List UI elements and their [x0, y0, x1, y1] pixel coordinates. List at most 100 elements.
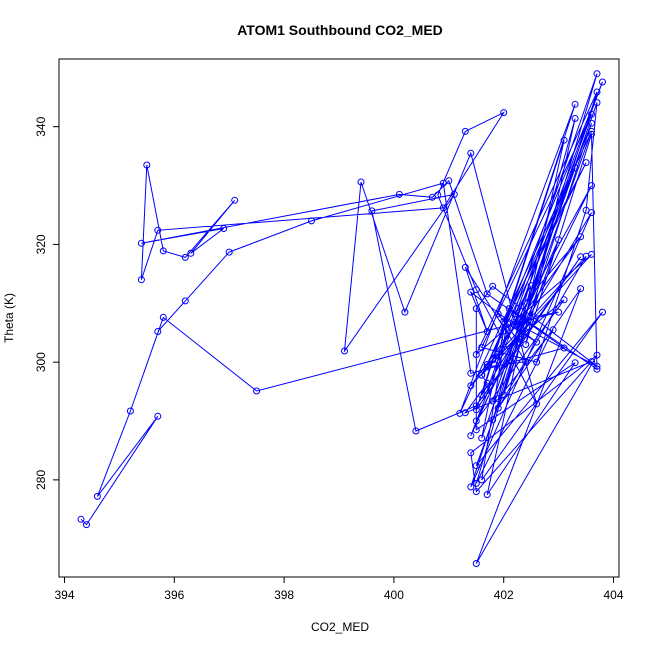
x-tick-label: 404: [603, 588, 623, 602]
data-point: [549, 326, 557, 334]
data-point: [472, 402, 480, 410]
data-point: [511, 310, 519, 318]
data-point: [439, 204, 447, 212]
data-point: [478, 434, 486, 442]
x-tick-label: 394: [54, 588, 74, 602]
data-point: [494, 356, 502, 364]
data-point: [505, 305, 513, 313]
data-point: [577, 285, 585, 293]
series-layer: [77, 70, 606, 567]
data-point: [527, 282, 535, 290]
data-point: [555, 236, 563, 244]
data-point: [533, 358, 541, 366]
data-point: [500, 327, 508, 335]
y-axis: 280 300 320 340: [34, 116, 59, 490]
data-point: [368, 207, 376, 215]
data-point: [577, 253, 585, 261]
chart-title: ATOM1 Southbound CO2_MED: [237, 22, 443, 38]
data-point: [500, 318, 508, 325]
data-point: [555, 308, 563, 316]
data-point: [483, 328, 491, 335]
data-point: [582, 159, 590, 167]
data-point: [181, 253, 189, 261]
y-tick-label: 320: [34, 234, 48, 254]
data-point: [467, 432, 475, 440]
data-point: [494, 310, 502, 318]
data-point: [159, 247, 167, 255]
data-point: [588, 250, 595, 258]
x-tick-label: 396: [164, 588, 184, 602]
data-point: [231, 196, 239, 204]
data-point: [93, 492, 101, 500]
data-point: [489, 282, 497, 290]
data-point: [357, 178, 365, 186]
data-point: [472, 286, 480, 294]
data-point: [527, 318, 535, 326]
y-tick-label: 280: [34, 470, 48, 490]
data-point: [472, 351, 480, 358]
data-point: [137, 276, 145, 284]
data-point: [253, 387, 261, 395]
data-point: [593, 362, 601, 370]
data-point: [483, 363, 491, 371]
data-point: [472, 462, 480, 470]
data-point: [571, 100, 579, 108]
data-point: [571, 164, 579, 172]
y-tick-label: 340: [34, 116, 48, 136]
data-point: [588, 130, 595, 138]
data-point: [439, 179, 447, 187]
data-point: [494, 404, 502, 412]
data-point: [126, 407, 134, 415]
data-point: [467, 449, 475, 457]
data-point: [483, 386, 491, 394]
data-point: [395, 190, 403, 198]
data-point: [560, 344, 568, 352]
data-point: [560, 136, 568, 144]
data-point: [560, 296, 568, 304]
data-point: [489, 416, 497, 424]
data-point: [533, 338, 541, 346]
data-point: [77, 515, 85, 523]
data-point: [467, 483, 475, 491]
x-axis-label: CO2_MED: [311, 620, 369, 634]
data-point: [478, 343, 486, 351]
data-point: [154, 412, 162, 420]
data-point: [494, 395, 502, 403]
data-point: [593, 351, 601, 359]
data-point: [588, 358, 595, 366]
data-point: [137, 239, 145, 247]
data-point: [187, 249, 195, 257]
data-point: [522, 358, 530, 366]
data-point: [588, 110, 595, 118]
data-point: [516, 315, 524, 323]
data-point: [478, 391, 486, 399]
data-point: [483, 379, 491, 387]
data-point: [478, 371, 486, 379]
data-point: [467, 382, 475, 390]
data-point: [467, 369, 475, 377]
data-point: [500, 391, 508, 399]
plot-frame: [58, 58, 620, 578]
data-point: [428, 193, 436, 201]
data-point: [472, 488, 480, 496]
data-point: [225, 248, 233, 256]
data-point: [143, 161, 151, 169]
data-point: [456, 409, 464, 417]
y-tick-label: 300: [34, 352, 48, 372]
x-tick-label: 398: [274, 588, 294, 602]
data-point: [450, 190, 458, 198]
data-point: [500, 109, 508, 117]
data-point: [472, 479, 480, 487]
data-point: [516, 339, 524, 347]
x-tick-label: 402: [494, 588, 514, 602]
data-point: [593, 70, 601, 78]
data-point: [461, 263, 469, 271]
data-point: [472, 305, 480, 313]
data-point: [571, 115, 579, 122]
data-point: [588, 119, 595, 127]
data-point: [181, 297, 189, 305]
x-tick-label: 400: [384, 588, 404, 602]
data-point: [588, 127, 595, 135]
